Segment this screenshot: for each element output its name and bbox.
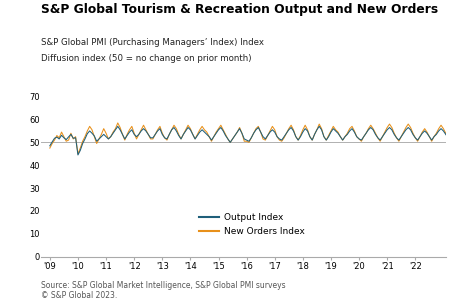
Text: Source: S&P Global Market Intelligence, S&P Global PMI surveys
© S&P Global 2023: Source: S&P Global Market Intelligence, … [41,281,285,300]
Text: S&P Global Tourism & Recreation Output and New Orders: S&P Global Tourism & Recreation Output a… [41,3,437,16]
Text: S&P Global PMI (Purchasing Managers’ Index) Index: S&P Global PMI (Purchasing Managers’ Ind… [41,38,264,47]
Legend: Output Index, New Orders Index: Output Index, New Orders Index [195,210,308,239]
Text: Diffusion index (50 = no change on prior month): Diffusion index (50 = no change on prior… [41,54,252,63]
